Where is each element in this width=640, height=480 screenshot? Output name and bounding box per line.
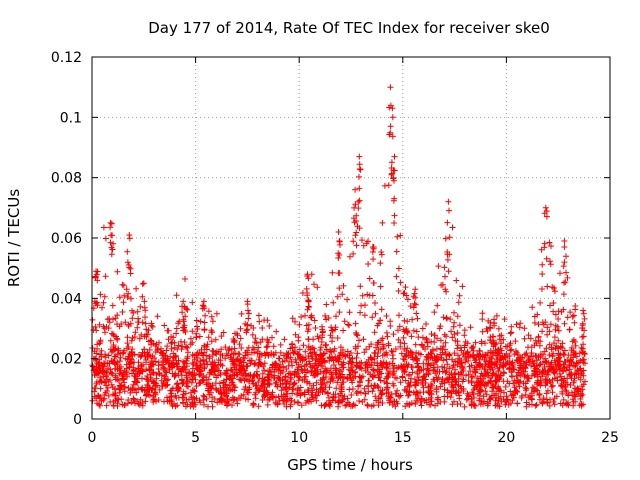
x-tick-label: 5 bbox=[191, 430, 200, 446]
x-tick-label: 0 bbox=[88, 430, 97, 446]
axis-ticks bbox=[91, 56, 611, 420]
y-tick-label: 0.12 bbox=[51, 50, 82, 66]
y-tick-labels: 0 0.02 0.04 0.06 0.08 0.1 0.12 bbox=[51, 50, 82, 428]
y-tick-label: 0.04 bbox=[51, 291, 82, 307]
y-tick-label: 0.02 bbox=[51, 352, 82, 368]
chart-title: Day 177 of 2014, Rate Of TEC Index for r… bbox=[148, 19, 550, 37]
x-tick-labels: 0 5 10 15 20 25 bbox=[88, 430, 619, 446]
y-tick-label: 0 bbox=[73, 412, 82, 428]
grid bbox=[92, 57, 610, 419]
x-axis-label: GPS time / hours bbox=[287, 456, 413, 474]
x-tick-label: 25 bbox=[601, 430, 619, 446]
y-tick-label: 0.06 bbox=[51, 231, 82, 247]
x-tick-label: 10 bbox=[290, 430, 308, 446]
y-tick-label: 0.08 bbox=[51, 171, 82, 187]
x-tick-label: 20 bbox=[497, 430, 515, 446]
x-tick-label: 15 bbox=[394, 430, 412, 446]
y-axis-label: ROTI / TECUs bbox=[5, 189, 23, 287]
y-tick-label: 0.1 bbox=[60, 110, 82, 126]
